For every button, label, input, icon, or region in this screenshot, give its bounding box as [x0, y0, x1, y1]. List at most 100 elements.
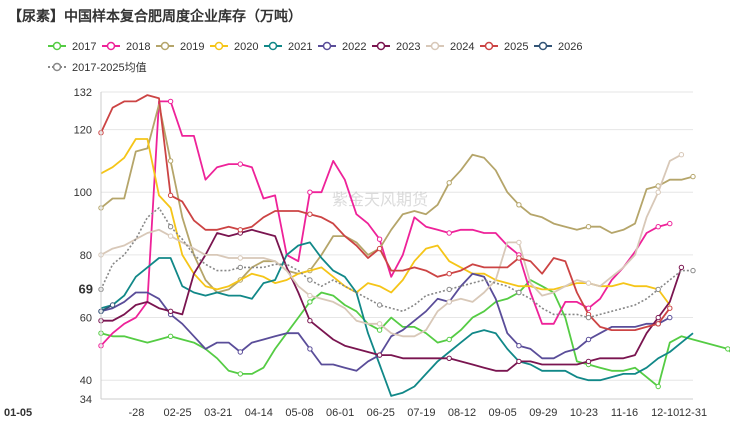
series-point-2022: [516, 343, 522, 349]
value-label: 69: [79, 281, 93, 296]
series-point-2022: [667, 314, 673, 321]
x-tick-label: 09-05: [489, 407, 517, 419]
legend-label: 2020: [234, 41, 258, 53]
series-point-2023: [516, 358, 522, 365]
series-point-2025: [376, 245, 383, 252]
series-point-2025: [237, 227, 244, 233]
series-point-2024: [237, 255, 244, 261]
series-point-2019: [585, 224, 592, 230]
series-point-2025: [446, 271, 452, 277]
x-tick-label: -28: [128, 407, 144, 419]
series-point-2023: [655, 314, 661, 321]
y-tick-label: 80: [80, 250, 92, 262]
series-point-2018: [237, 161, 244, 167]
legend-marker: [484, 41, 494, 51]
x-tick-label: 12-31: [679, 407, 707, 419]
x-tick-label: 01-05: [4, 407, 32, 419]
legend-item-2018: 2018: [102, 41, 150, 53]
series-point-2019: [446, 180, 452, 186]
series-point-2024: [307, 292, 313, 299]
x-tick-label: 11-16: [611, 407, 638, 419]
series-point-avg: [237, 264, 244, 271]
legend-item-2017: 2017: [48, 41, 96, 53]
series-point-2023: [678, 264, 685, 271]
watermark: 紫金天风期货: [332, 190, 428, 209]
legend-marker: [160, 41, 170, 51]
series-line-2025: [100, 94, 671, 331]
series-point-2024: [446, 299, 452, 305]
x-tick-label: 03-21: [204, 407, 232, 419]
series-point-2017: [446, 336, 452, 343]
legend-item-2026: 2026: [534, 41, 582, 53]
series-point-2025: [667, 305, 673, 311]
series-point-avg: [655, 286, 661, 293]
series-line-2017: [100, 279, 730, 388]
legend-label: 2018: [126, 41, 150, 53]
series-line-2024: [100, 153, 682, 338]
axes: 34 40 60 80 100 120 132 01-05 -28 02-25 03-21 04-14…: [4, 87, 707, 419]
series-point-2025: [307, 211, 313, 217]
series-point-2018: [307, 189, 313, 195]
series: [98, 94, 730, 397]
series-point-2017: [167, 333, 174, 339]
series-point-2017: [307, 299, 313, 305]
series-point-2025: [167, 192, 174, 199]
x-tick-label: 05-08: [285, 407, 313, 419]
series-point-2023: [446, 355, 452, 361]
series-point-2024: [678, 152, 685, 158]
chart-title: 【尿素】中国样本复合肥周度企业库存（万吨）: [8, 9, 302, 25]
series-point-2019: [516, 202, 522, 208]
series-point-avg: [585, 314, 592, 321]
legend-label: 2017-2025均值: [72, 61, 147, 74]
legend-item-2024: 2024: [426, 41, 474, 53]
series-point-2023: [167, 308, 174, 314]
legend-label: 2019: [180, 41, 204, 53]
series-line-avg: [100, 207, 693, 319]
series-point-2017: [655, 383, 661, 390]
legend-marker: [430, 41, 440, 51]
y-tick-label: 100: [74, 187, 92, 199]
legend-item-2023: 2023: [372, 41, 420, 53]
legend-marker: [376, 41, 386, 51]
x-tick-label: 08-12: [448, 407, 476, 419]
x-tick-label: 06-25: [367, 407, 395, 419]
series-point-2017: [725, 346, 730, 352]
series-line-2018: [100, 100, 671, 347]
legend-item-2021: 2021: [264, 41, 312, 53]
series-point-2025: [516, 255, 522, 261]
series-point-2017: [376, 327, 383, 333]
series-point-2019: [690, 173, 696, 180]
legend-marker: [52, 41, 62, 51]
legend-item-2025: 2025: [480, 41, 528, 53]
series-point-avg: [167, 224, 174, 230]
legend-label: 2026: [558, 41, 582, 53]
series-point-avg: [690, 267, 696, 274]
legend-label: 2023: [396, 41, 420, 53]
legend-item-2019: 2019: [156, 41, 204, 53]
legend-marker: [52, 62, 62, 72]
y-tick-label: 34: [80, 394, 92, 406]
legend: 2017 2018 2019 2020 2021 2022 2023 2024 2025 2026…: [48, 41, 582, 74]
x-tick-label: 02-25: [164, 407, 192, 419]
series-point-2018: [446, 230, 452, 236]
series-line-2021: [100, 241, 694, 397]
x-tick-label: 10-23: [570, 407, 598, 419]
series-point-avg: [307, 277, 313, 283]
series-point-2018: [585, 305, 592, 311]
legend-marker: [322, 41, 332, 51]
series-point-2023: [376, 352, 383, 358]
legend-marker: [214, 41, 224, 51]
series-point-2022: [307, 346, 313, 352]
legend-item-2022: 2022: [318, 41, 366, 53]
series-point-2024: [167, 233, 174, 239]
legend-marker: [106, 41, 116, 51]
series-point-2017: [237, 371, 244, 377]
series-point-2023: [307, 318, 313, 324]
series-point-2018: [376, 236, 383, 242]
series-point-2024: [516, 239, 522, 246]
series-point-2023: [585, 358, 592, 365]
series-line-2019: [100, 103, 694, 294]
series-point-2018: [655, 224, 661, 230]
